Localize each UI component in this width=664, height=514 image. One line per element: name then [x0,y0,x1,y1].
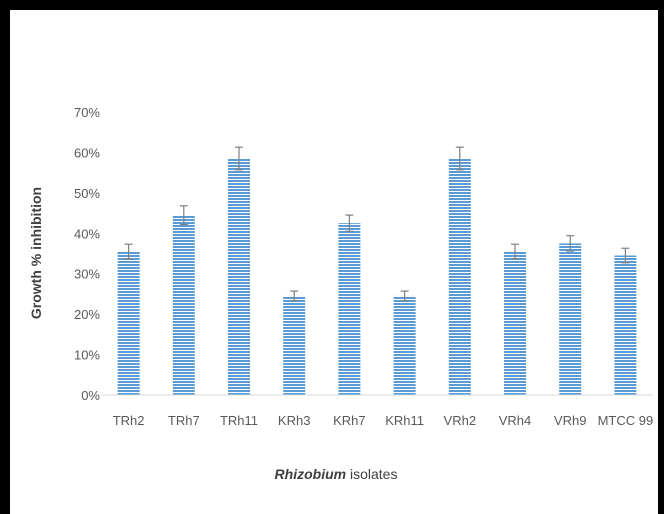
x-tick-label: KRh3 [278,413,311,428]
y-tick-label: 50% [74,186,100,201]
x-tick-label: VRh2 [444,413,477,428]
bar [117,251,140,395]
bars [117,158,637,395]
x-axis-title-italic: Rhizobium [275,466,347,482]
y-tick-label: 40% [74,226,100,241]
x-tick-label: VRh9 [554,413,587,428]
x-axis-title-rest: isolates [346,466,397,482]
bar [393,295,416,395]
bar [338,223,361,395]
bar [283,295,306,395]
bar [614,255,637,395]
bar [559,243,582,395]
bar [448,158,471,395]
y-tick-label: 20% [74,307,100,322]
x-tick-label: TRh11 [220,413,258,428]
x-axis-ticks: TRh2 TRh7 TRh11 KRh3 KRh7 KRh11 VRh2 VRh4 VRh9 MT… [113,413,654,428]
x-tick-label: KRh7 [333,413,366,428]
x-tick-label: MTCC 99 [598,413,654,428]
x-tick-label: VRh4 [499,413,532,428]
bar [172,215,195,395]
y-tick-label: 30% [74,267,100,282]
y-tick-label: 60% [74,145,100,160]
x-tick-label: TRh7 [168,413,200,428]
x-tick-label: TRh2 [113,413,145,428]
error-bars [124,146,630,302]
bar [228,158,250,395]
y-tick-label: 10% [74,348,100,363]
y-tick-label: 70% [74,105,100,120]
x-axis-title: Rhizobium isolates [275,466,398,482]
bar [504,251,526,395]
y-axis-title: Growth % inhibition [28,187,44,319]
y-axis-ticks: 0% 10% 20% 30% 40% 50% 60% 70% [74,105,100,403]
y-tick-label: 0% [81,388,100,403]
x-tick-label: KRh11 [385,413,424,428]
